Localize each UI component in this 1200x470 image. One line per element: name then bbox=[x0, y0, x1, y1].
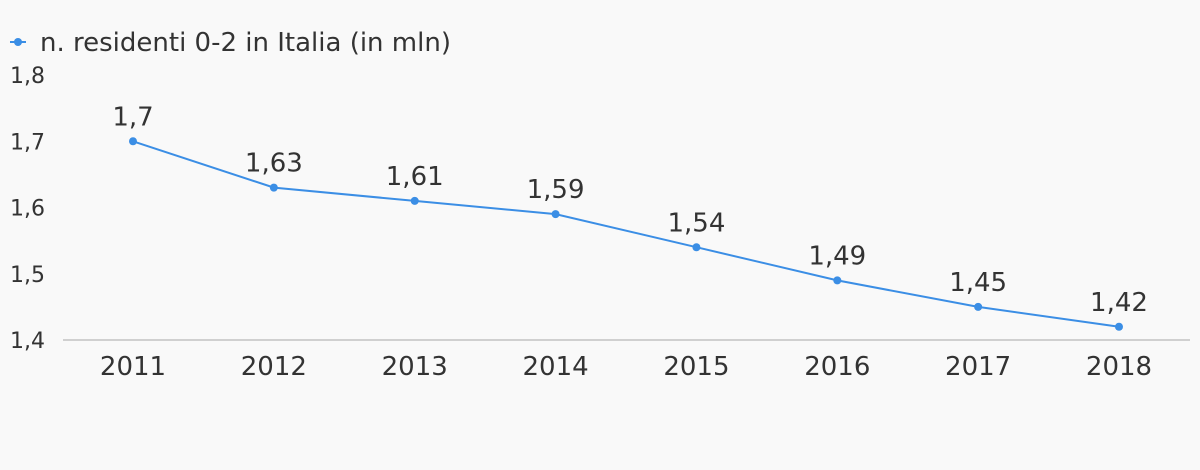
x-axis: 2011 2012 2013 2014 2015 2016 2017 2018 bbox=[63, 339, 1190, 382]
data-label: 1,59 bbox=[527, 175, 585, 205]
legend-dot-marker bbox=[14, 38, 22, 46]
y-tick-label: 1,4 bbox=[10, 329, 45, 354]
x-tick-label: 2014 bbox=[522, 352, 588, 382]
data-point bbox=[129, 137, 137, 146]
y-axis: 1,4 1,5 1,6 1,7 1,8 bbox=[10, 64, 45, 354]
legend-label: n. residenti 0-2 in Italia (in mln) bbox=[40, 28, 451, 58]
y-tick-label: 1,6 bbox=[10, 197, 45, 222]
data-point bbox=[551, 210, 560, 219]
data-label: 1,61 bbox=[386, 162, 444, 192]
data-label: 1,42 bbox=[1090, 288, 1148, 318]
legend: n. residenti 0-2 in Italia (in mln) bbox=[10, 28, 451, 58]
y-tick-label: 1,5 bbox=[10, 263, 45, 288]
data-point bbox=[1114, 322, 1123, 331]
x-tick-label: 2012 bbox=[241, 352, 307, 382]
x-tick-label: 2011 bbox=[100, 352, 166, 382]
data-label: 1,7 bbox=[112, 102, 153, 132]
data-label: 1,63 bbox=[245, 149, 303, 179]
data-point bbox=[974, 302, 983, 311]
plot-area: 1,7 1,63 1,61 1,59 1,54 1,49 1,45 1,42 bbox=[112, 102, 1148, 331]
data-point bbox=[410, 196, 419, 205]
x-tick-label: 2017 bbox=[945, 352, 1011, 382]
x-tick-label: 2015 bbox=[663, 352, 729, 382]
x-tick-label: 2013 bbox=[382, 352, 448, 382]
x-tick-label: 2018 bbox=[1086, 352, 1152, 382]
data-point bbox=[692, 243, 701, 252]
data-label: 1,49 bbox=[808, 241, 866, 271]
x-tick-label: 2016 bbox=[804, 352, 870, 382]
data-label: 1,54 bbox=[667, 208, 725, 238]
y-tick-label: 1,7 bbox=[10, 130, 45, 155]
data-label: 1,45 bbox=[949, 268, 1007, 298]
data-point bbox=[269, 183, 278, 192]
y-tick-label: 1,8 bbox=[10, 64, 45, 89]
series-line bbox=[132, 140, 1120, 328]
data-point bbox=[833, 276, 842, 285]
